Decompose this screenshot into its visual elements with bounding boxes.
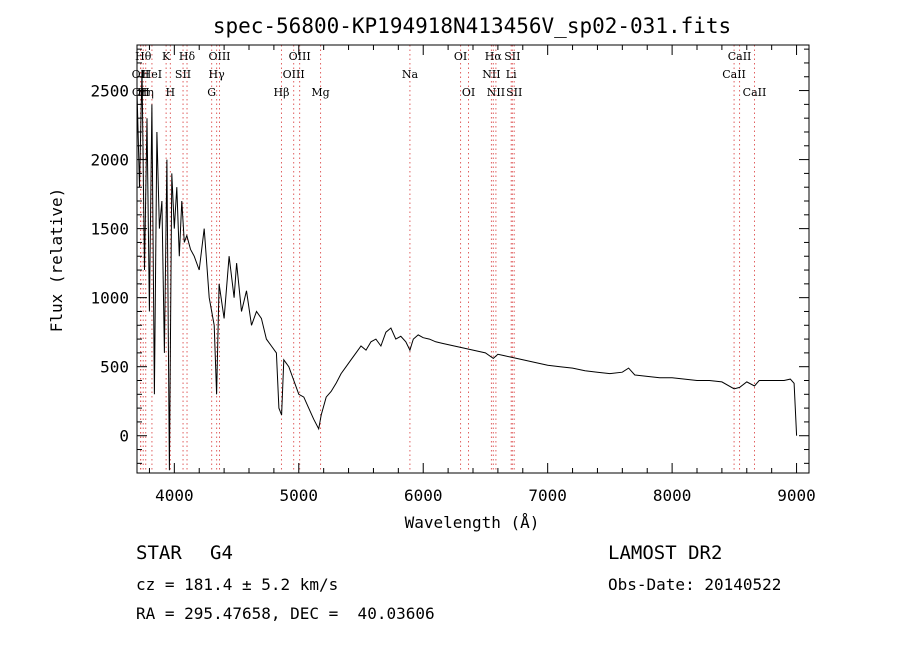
line-label-11: OIII: [208, 50, 230, 63]
y-axis-label: Flux (relative): [47, 188, 66, 333]
x-tick-label-5: 9000: [777, 486, 816, 505]
spectral-line-labels: HθOIIOIIHηHeIKHSIIHδGHγOIIIHβOIIIOIIIMgN…: [132, 50, 767, 99]
line-label-25: CaII: [722, 68, 746, 81]
y-axis: 0 500 1000 1500 2000 2500: [90, 48, 809, 464]
line-label-4: HeI: [142, 68, 162, 81]
line-label-16: Na: [402, 68, 419, 81]
y-tick-label-4: 2000: [90, 151, 129, 170]
object-subclass: G4: [210, 542, 233, 564]
x-axis-label: Wavelength (Å): [405, 513, 540, 532]
line-label-2: OII: [132, 86, 150, 99]
y-tick-label-0: 0: [119, 427, 129, 446]
line-label-6: H: [166, 86, 176, 99]
y-tick-label-3: 1500: [90, 220, 129, 239]
line-label-3: Hη: [138, 86, 154, 99]
line-label-10: Hγ: [209, 68, 226, 81]
x-tick-label-4: 8000: [653, 486, 692, 505]
line-label-21: NII: [487, 86, 505, 99]
y-tick-label-2: 1000: [90, 289, 129, 308]
line-label-9: G: [207, 86, 216, 99]
observation-date: Obs-Date: 20140522: [608, 575, 782, 594]
line-label-14: OIII: [289, 50, 311, 63]
object-class: STAR: [136, 542, 182, 564]
line-label-27: CaII: [743, 86, 767, 99]
x-tick-label-0: 4000: [155, 486, 194, 505]
line-label-0: Hθ: [135, 50, 152, 63]
plot-frame: [136, 44, 810, 474]
x-tick-label-3: 7000: [528, 486, 567, 505]
line-label-17: OI: [454, 50, 467, 63]
x-tick-label-1: 5000: [280, 486, 319, 505]
line-label-5: K: [162, 50, 171, 63]
survey-name: LAMOST DR2: [608, 542, 723, 564]
y-tick-label-5: 2500: [90, 82, 129, 101]
line-label-22: Li: [506, 68, 517, 81]
x-axis: 4000 5000 6000 7000 8000 9000: [148, 45, 816, 505]
redshift-info: cz = 181.4 ± 5.2 km/s: [136, 575, 339, 594]
x-tick-label-2: 6000: [404, 486, 443, 505]
line-label-23: SII: [504, 50, 520, 63]
y-tick-label-1: 500: [100, 358, 129, 377]
spectrum-line: [136, 69, 798, 471]
line-label-24: SII: [506, 86, 522, 99]
spectral-line-markers: [139, 45, 755, 473]
chart-title: spec-56800-KP194918N413456V_sp02-031.fit…: [213, 14, 731, 38]
line-label-26: CaII: [728, 50, 752, 63]
coordinates: RA = 295.47658, DEC = 40.03606: [136, 604, 435, 623]
line-label-19: NII: [482, 68, 500, 81]
line-label-18: OI: [462, 86, 475, 99]
line-label-7: SII: [175, 68, 191, 81]
line-label-15: Mg: [311, 86, 329, 99]
line-label-20: Hα: [485, 50, 503, 63]
line-label-12: Hβ: [274, 86, 290, 99]
line-label-8: Hδ: [179, 50, 196, 63]
line-label-1: OII: [132, 68, 150, 81]
line-label-13: OIII: [283, 68, 305, 81]
